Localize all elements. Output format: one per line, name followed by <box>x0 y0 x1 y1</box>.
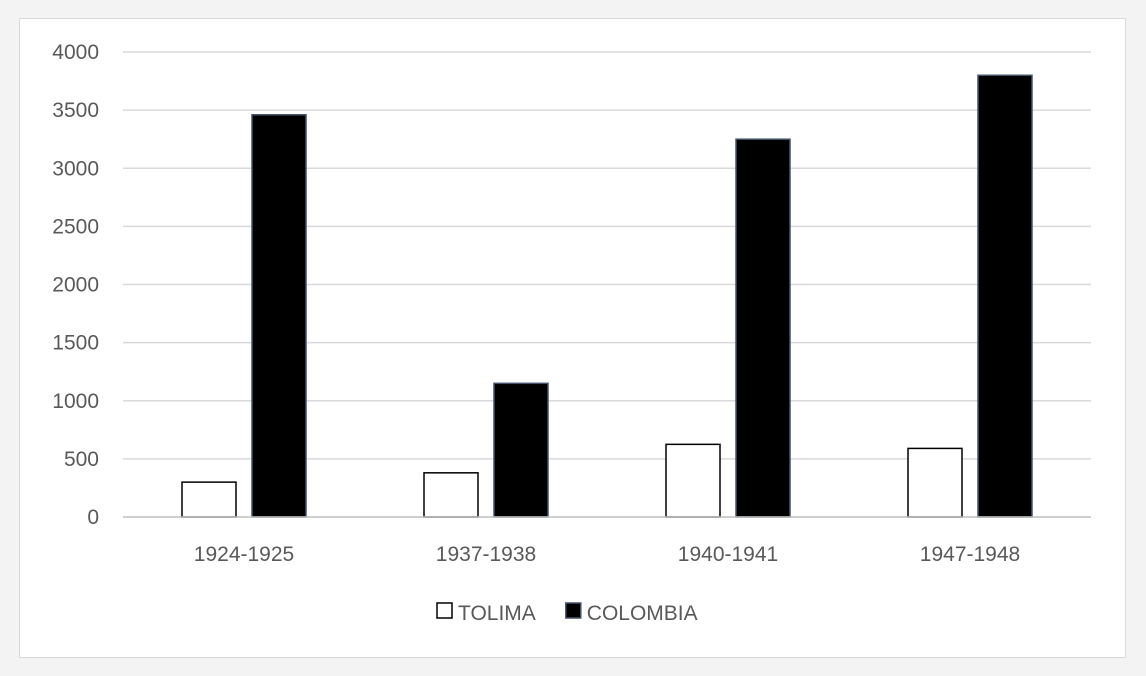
x-tick-label: 1947-1948 <box>920 543 1020 566</box>
bar-tolima-1937-1938 <box>423 472 479 518</box>
y-tick-label: 4000 <box>52 41 99 64</box>
bar-tolima-1940-1941 <box>665 443 721 518</box>
bar-colombia-1940-1941 <box>735 138 791 518</box>
legend-swatch-colombia <box>565 602 582 619</box>
y-tick-label: 1000 <box>52 390 99 413</box>
bar-tolima-1924-1925 <box>181 481 237 518</box>
y-tick-label: 2500 <box>52 215 99 238</box>
y-tick-label: 500 <box>64 448 99 471</box>
y-axis-tick-labels: 0 500 1000 1500 2000 2500 3000 3500 4000 <box>52 41 99 529</box>
x-axis-tick-labels: 1924-1925 1937-1938 1940-1941 1947-1948 <box>194 543 1020 566</box>
y-tick-label: 2000 <box>52 274 99 297</box>
legend-swatch-tolima <box>436 602 453 619</box>
chart-area: 0 500 1000 1500 2000 2500 3000 3500 4000 1924-19… <box>19 18 1126 658</box>
y-tick-label: 0 <box>87 506 99 529</box>
legend-label-colombia: COLOMBIA <box>587 602 698 625</box>
y-tick-label: 3000 <box>52 157 99 180</box>
bars <box>181 74 1033 518</box>
bar-tolima-1947-1948 <box>907 447 963 518</box>
bar-colombia-1947-1948 <box>977 74 1033 518</box>
x-tick-label: 1937-1938 <box>436 543 536 566</box>
y-tick-label: 1500 <box>52 332 99 355</box>
x-tick-label: 1924-1925 <box>194 543 294 566</box>
y-tick-label: 3500 <box>52 99 99 122</box>
x-tick-label: 1940-1941 <box>678 543 778 566</box>
legend-label-tolima: TOLIMA <box>458 602 536 625</box>
bar-chart: 0 500 1000 1500 2000 2500 3000 3500 4000 1924-19… <box>52 41 1091 625</box>
bar-colombia-1924-1925 <box>251 114 307 518</box>
legend: TOLIMA COLOMBIA <box>436 602 698 625</box>
bar-colombia-1937-1938 <box>493 382 549 518</box>
